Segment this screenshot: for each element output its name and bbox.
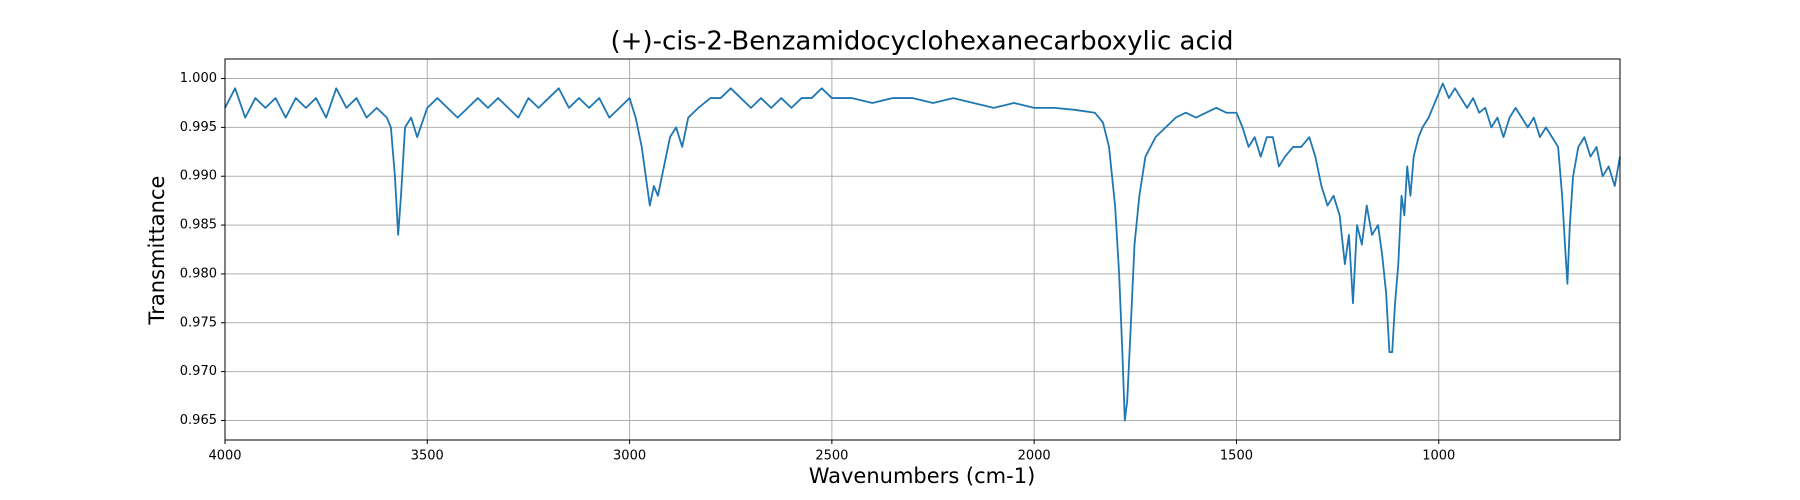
x-tick-label: 1500: [1220, 449, 1253, 464]
x-axis-label: Wavenumbers (cm-1): [809, 464, 1036, 488]
y-axis-label: Transmittance: [145, 176, 169, 326]
y-tick-label: 0.990: [180, 169, 217, 184]
x-tick-label: 4000: [208, 449, 241, 464]
y-tick-label: 0.965: [180, 413, 217, 428]
y-tick-label: 1.000: [180, 71, 217, 86]
y-tick-label: 0.975: [180, 315, 217, 330]
x-tick-label: 1000: [1422, 449, 1455, 464]
spectrum-line: [224, 82, 1621, 422]
x-tick-label: 2000: [1018, 449, 1051, 464]
x-tick-label: 3500: [411, 449, 444, 464]
y-tick-label: 0.995: [180, 120, 217, 135]
plot-frame: [224, 58, 1621, 441]
y-tick-label: 0.980: [180, 266, 217, 281]
chart-title: (+)-cis-2-Benzamidocyclohexanecarboxylic…: [611, 27, 1234, 57]
y-tick-label: 0.970: [180, 364, 217, 379]
y-tick-label: 0.985: [180, 218, 217, 233]
x-tick-label: 2500: [815, 449, 848, 464]
x-tick-label: 3000: [613, 449, 646, 464]
